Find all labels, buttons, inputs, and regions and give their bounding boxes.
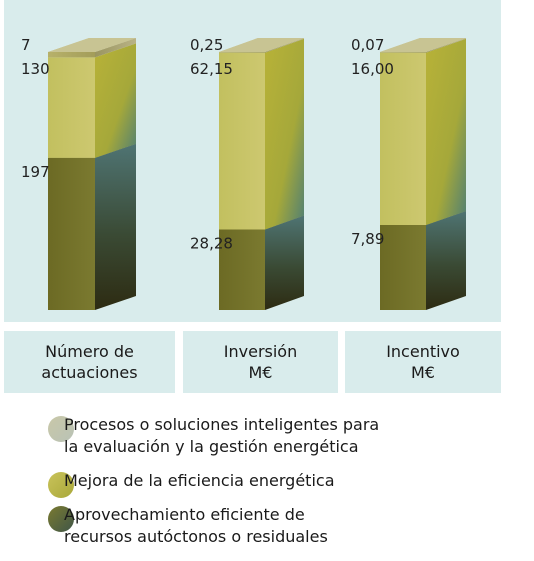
bar-front-face <box>380 52 426 226</box>
legend-label: Procesos o soluciones inteligentes para … <box>64 415 380 456</box>
bar-segment-eficiencia-inversion <box>219 38 304 230</box>
bar-side-face <box>95 38 136 58</box>
legend-label: Mejora de la eficiencia energética <box>64 471 335 490</box>
bar-front-face <box>219 52 265 230</box>
bar-side-face <box>95 43 136 158</box>
bar-side-face <box>95 143 136 310</box>
bar-side-face <box>426 38 466 53</box>
legend-swatch-aprovechamiento <box>48 506 74 532</box>
stacked-bar-chart: 7 130 197 0,25 62,15 28,28 0,07 16,00 7,89 <box>21 36 466 310</box>
bar-side-face <box>426 38 466 226</box>
bar-side-face <box>426 211 466 310</box>
bar-front-face <box>380 52 426 53</box>
bar-segment-aprovechamiento-inversion <box>219 215 304 310</box>
bar-front-face <box>48 57 95 158</box>
bar-side-face <box>265 215 304 310</box>
bar-top-cap-actuaciones <box>48 38 136 52</box>
bar-side-face <box>265 38 304 53</box>
bar-segment-aprovechamiento-incentivo <box>380 211 466 310</box>
data-label-procesos-actuaciones: 7 <box>21 36 31 54</box>
data-label-eficiencia-incentivo: 16,00 <box>351 60 394 78</box>
legend-item-aprovechamiento: Aprovechamiento eficiente de recursos au… <box>48 504 528 548</box>
legend-swatch-eficiencia <box>48 472 74 498</box>
data-label-aprovechamiento-inversion: 28,28 <box>190 235 233 253</box>
legend-label: Aprovechamiento eficiente de recursos au… <box>64 505 328 546</box>
legend-item-procesos: Procesos o soluciones inteligentes para … <box>48 414 528 458</box>
category-label-incentivo: Incentivo M€ <box>345 331 501 393</box>
legend-swatch-procesos <box>48 416 74 442</box>
data-label-procesos-inversion: 0,25 <box>190 36 223 54</box>
data-label-procesos-incentivo: 0,07 <box>351 36 384 54</box>
data-label-aprovechamiento-incentivo: 7,89 <box>351 230 384 248</box>
bar-segment-aprovechamiento-actuaciones <box>48 143 136 310</box>
legend-item-eficiencia: Mejora de la eficiencia energética <box>48 470 528 498</box>
bar-front-face <box>48 157 95 310</box>
data-label-eficiencia-actuaciones: 130 <box>21 60 50 78</box>
bar-front-face <box>219 229 265 310</box>
bar-front-face <box>48 52 95 58</box>
bar-top-cap-incentivo <box>380 38 466 52</box>
category-label-actuaciones: Número de actuaciones <box>4 331 175 393</box>
bar-front-face <box>219 52 265 53</box>
chart-panel: 7 130 197 0,25 62,15 28,28 0,07 16,00 7,89 <box>4 0 501 322</box>
category-label-inversion: Inversión M€ <box>183 331 338 393</box>
bar-front-face <box>380 225 426 310</box>
bar-segment-eficiencia-actuaciones <box>48 43 136 158</box>
bar-top-cap-inversion <box>219 38 304 52</box>
bar-segment-eficiencia-incentivo <box>380 38 466 226</box>
data-label-aprovechamiento-actuaciones: 197 <box>21 163 50 181</box>
data-label-eficiencia-inversion: 62,15 <box>190 60 233 78</box>
bar-side-face <box>265 38 304 230</box>
legend: Procesos o soluciones inteligentes para … <box>48 414 528 560</box>
